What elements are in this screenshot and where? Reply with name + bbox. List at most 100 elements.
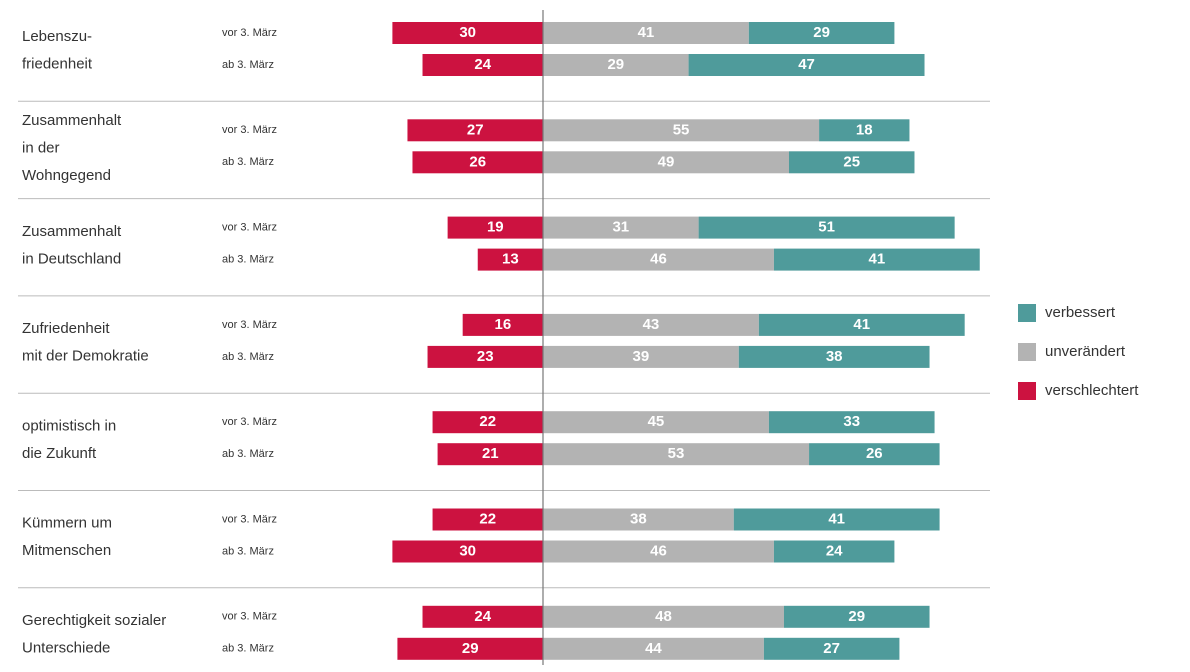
bar-segment: [397, 637, 543, 660]
category-label: in Deutschland: [22, 250, 121, 267]
value-label: 46: [650, 251, 667, 268]
bar-segment: [543, 540, 774, 563]
bar-segment: [543, 119, 820, 142]
bar-segment: [432, 411, 543, 434]
legend-label: verschlechtert: [1045, 382, 1139, 399]
value-label: 18: [856, 121, 873, 138]
value-label: 44: [645, 640, 662, 657]
bar-segment: [543, 345, 739, 368]
bar-segment: [422, 605, 543, 628]
category-label: Wohngegend: [22, 167, 111, 184]
category-label: Unterschiede: [22, 640, 110, 657]
value-label: 39: [633, 348, 650, 365]
legend-swatch: [1018, 304, 1036, 322]
legend-label: verbessert: [1045, 304, 1116, 321]
legend-swatch: [1018, 382, 1036, 400]
value-label: 30: [459, 24, 476, 41]
value-label: 41: [638, 24, 655, 41]
value-label: 46: [650, 542, 667, 559]
bar-segment: [543, 151, 789, 174]
category-label: mit der Demokratie: [22, 348, 149, 365]
category-label: Gerechtigkeit sozialer: [22, 612, 166, 629]
value-label: 22: [479, 510, 496, 527]
bar-segment: [462, 313, 543, 336]
bar-segment: [698, 216, 955, 239]
row-label: vor 3. März: [222, 416, 277, 428]
value-label: 26: [866, 445, 883, 462]
value-label: 24: [474, 56, 491, 73]
row-label: ab 3. März: [222, 351, 274, 363]
value-label: 41: [828, 510, 845, 527]
row-label: vor 3. März: [222, 319, 277, 331]
row-label: ab 3. März: [222, 59, 274, 71]
bar-segment: [543, 54, 689, 76]
value-label: 47: [798, 56, 815, 73]
value-label: 48: [655, 608, 672, 625]
value-label: 49: [658, 153, 675, 170]
bar-segment: [543, 22, 749, 44]
bar-segment: [543, 248, 774, 271]
value-label: 24: [474, 608, 491, 625]
bar-segment: [758, 313, 965, 336]
value-label: 29: [462, 640, 479, 657]
bar-segment: [788, 151, 915, 174]
category-label: Kümmern um: [22, 515, 112, 532]
row-label: vor 3. März: [222, 222, 277, 234]
value-label: 31: [612, 219, 629, 236]
value-label: 55: [673, 121, 690, 138]
value-label: 22: [479, 413, 496, 430]
bar-segment: [392, 540, 543, 563]
row-label: ab 3. März: [222, 545, 274, 557]
bar-segment: [543, 605, 784, 628]
category-label: Lebenszu-: [22, 28, 92, 45]
bar-segment: [688, 54, 925, 76]
bar-segment: [407, 119, 543, 142]
value-label: 45: [648, 413, 665, 430]
category-label: Zusammenhalt: [22, 223, 122, 240]
category-label: in der: [22, 139, 60, 156]
value-label: 43: [643, 316, 660, 333]
category-label: Zufriedenheit: [22, 320, 110, 337]
value-label: 33: [843, 413, 860, 430]
bar-segment: [768, 411, 935, 434]
value-label: 26: [469, 153, 486, 170]
value-label: 29: [848, 608, 865, 625]
value-label: 27: [467, 121, 484, 138]
bar-segment: [819, 119, 910, 142]
bar-segment: [437, 443, 543, 466]
value-label: 53: [668, 445, 685, 462]
row-label: ab 3. März: [222, 254, 274, 266]
category-label: optimistisch in: [22, 417, 116, 434]
bar-segment: [738, 345, 930, 368]
category-label: friedenheit: [22, 56, 93, 73]
bar-segment: [748, 22, 895, 44]
bar-segment: [763, 637, 900, 660]
bar-segment: [432, 508, 543, 531]
value-label: 41: [853, 316, 870, 333]
value-label: 19: [487, 219, 504, 236]
value-label: 29: [607, 56, 624, 73]
value-label: 16: [494, 316, 511, 333]
value-label: 38: [630, 510, 647, 527]
bar-segment: [543, 637, 764, 660]
bar-segment: [447, 216, 543, 239]
category-label: Zusammenhalt: [22, 112, 122, 129]
bar-segment: [543, 443, 810, 466]
bar-segment: [773, 540, 895, 563]
bar-segment: [809, 443, 940, 466]
value-label: 29: [813, 24, 830, 41]
value-label: 24: [826, 542, 843, 559]
bar-segment: [543, 508, 734, 531]
row-label: vor 3. März: [222, 513, 277, 525]
value-label: 27: [823, 640, 840, 657]
bar-segment: [422, 54, 543, 76]
value-label: 25: [843, 153, 860, 170]
bar-segment: [427, 345, 543, 368]
bar-segment: [392, 22, 543, 44]
value-label: 13: [502, 251, 519, 268]
legend-swatch: [1018, 343, 1036, 361]
value-label: 30: [459, 542, 476, 559]
bar-segment: [477, 248, 543, 271]
row-label: vor 3. März: [222, 611, 277, 623]
